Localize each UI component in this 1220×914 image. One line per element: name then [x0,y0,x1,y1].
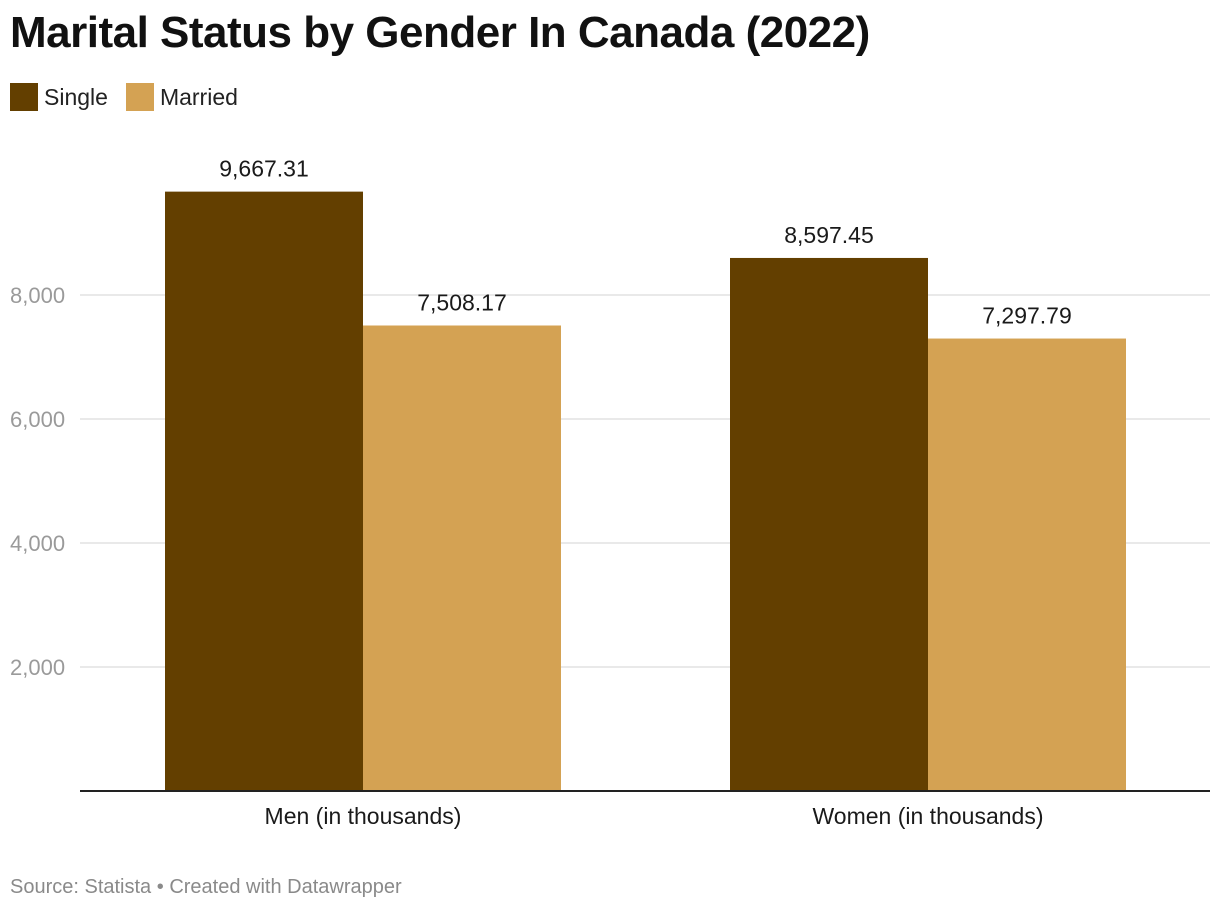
x-category-label: Women (in thousands) [813,803,1044,829]
legend-label-single: Single [44,83,108,110]
y-tick-label: 4,000 [10,531,65,556]
legend: Single Married [10,82,238,112]
legend-swatch-married [125,83,154,111]
legend-item-single: Single [10,83,108,111]
x-category-label: Men (in thousands) [265,803,462,829]
y-tick-label: 2,000 [10,655,65,680]
data-label: 7,297.79 [982,303,1072,329]
credit-text: Created with Datawrapper [169,876,402,898]
chart-title: Marital Status by Gender In Canada (2022… [10,8,870,57]
bar-married-men [363,325,561,791]
bar-married-women [928,338,1126,791]
footer: Source: Statista • Created with Datawrap… [10,876,402,899]
y-tick-label: 6,000 [10,407,65,432]
bar-single-men [165,191,363,792]
data-label: 7,508.17 [417,289,507,315]
data-label: 9,667.31 [219,156,309,182]
data-label: 8,597.45 [784,222,874,248]
legend-swatch-single [10,83,38,111]
legend-item-married: Married [125,83,238,111]
y-axis-tick-labels: 2,000 4,000 6,000 8,000 [10,283,65,680]
footer-separator: • [151,876,170,898]
y-tick-label: 8,000 [10,283,65,308]
bars [165,191,1126,792]
data-labels: 9,667.31 7,508.17 8,597.45 7,297.79 [219,156,1072,329]
bar-single-women [730,257,928,791]
x-axis-category-labels: Men (in thousands) Women (in thousands) [265,803,1044,829]
source-text: Source: Statista [10,876,152,898]
legend-label-married: Married [159,83,238,110]
